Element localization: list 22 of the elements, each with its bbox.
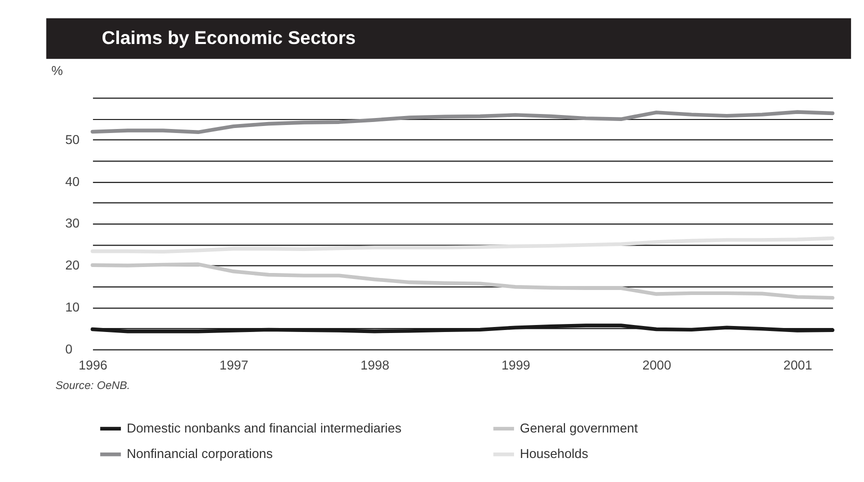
chart-title: Claims by Economic Sectors xyxy=(102,27,356,48)
x-tick-label: 2000 xyxy=(642,357,672,372)
line-series xyxy=(90,110,834,134)
line-series xyxy=(90,236,834,254)
y-tick-label: 20 xyxy=(65,258,80,273)
x-tick-label: 1997 xyxy=(220,357,248,372)
legend-label: Households xyxy=(520,446,588,462)
y-tick-label: 50 xyxy=(65,132,80,147)
source-note: Source: OeNB. xyxy=(56,380,130,392)
x-tick-label: 1999 xyxy=(501,357,530,372)
y-tick-label: 30 xyxy=(65,216,80,231)
x-tick-label: 1998 xyxy=(360,357,390,372)
x-tick-label: 1996 xyxy=(78,357,108,372)
y-tick-label: 40 xyxy=(65,174,80,189)
legend-label: General government xyxy=(520,420,638,436)
y-tick-label: 10 xyxy=(65,300,80,315)
y-axis-title: % xyxy=(51,63,64,78)
line-series xyxy=(90,262,834,300)
x-tick-label: 2001 xyxy=(783,357,812,372)
y-tick-label: 0 xyxy=(65,342,72,357)
legend-label: Domestic nonbanks and financial intermediaries xyxy=(126,420,402,436)
legend-label: Nonfinancial corporations xyxy=(126,446,273,462)
